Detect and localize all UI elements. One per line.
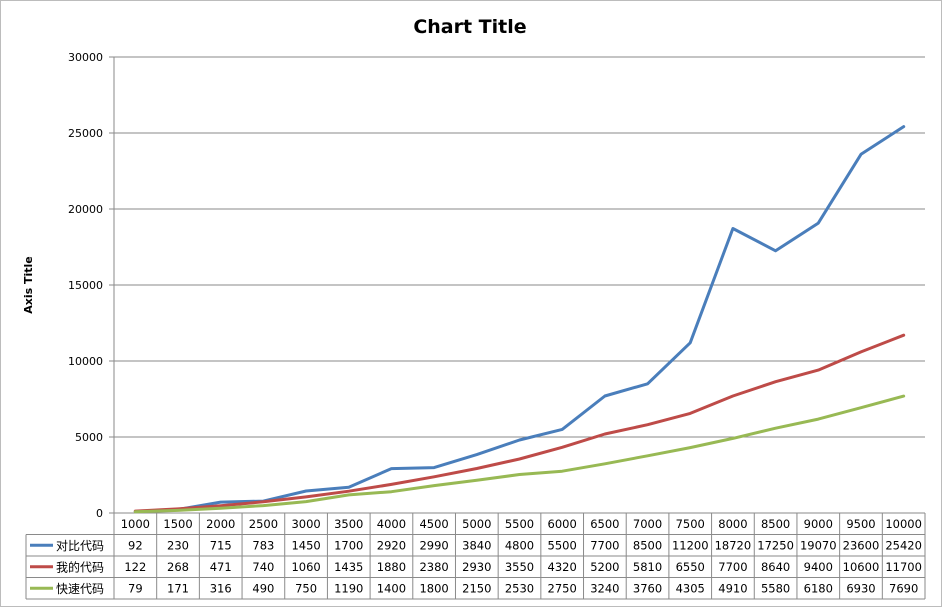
x-tick-label: 2500 <box>249 517 278 531</box>
legend-label: 快速代码 <box>56 582 104 596</box>
x-tick-label: 8500 <box>761 517 790 531</box>
chart-title: Chart Title <box>413 16 526 38</box>
x-tick-label: 7500 <box>676 517 705 531</box>
x-tick-label: 5000 <box>462 517 491 531</box>
data-label: 2930 <box>462 560 491 574</box>
data-label: 5200 <box>590 560 619 574</box>
y-axis-ticks: 0 5000 10000 15000 20000 25000 30000 <box>68 51 103 520</box>
data-label: 11200 <box>672 538 709 552</box>
series-line <box>133 333 906 513</box>
data-label: 1700 <box>334 538 363 552</box>
data-label: 6180 <box>804 581 833 595</box>
x-tick-label: 6500 <box>590 517 619 531</box>
data-label: 2150 <box>462 581 491 595</box>
y-tick-label: 15000 <box>68 279 103 292</box>
data-label: 4305 <box>676 581 705 595</box>
data-label: 4800 <box>505 538 534 552</box>
y-tick-label: 30000 <box>68 51 103 64</box>
data-label: 2530 <box>505 581 534 595</box>
data-label: 783 <box>252 538 274 552</box>
data-label: 715 <box>210 538 232 552</box>
x-tick-label: 10000 <box>885 517 922 531</box>
data-label: 9400 <box>804 560 833 574</box>
data-label: 5580 <box>761 581 790 595</box>
data-label: 5810 <box>633 560 662 574</box>
y-axis-title: Axis Title <box>22 256 35 314</box>
legend-label: 对比代码 <box>56 539 104 553</box>
data-label: 6550 <box>676 560 705 574</box>
data-label: 92 <box>128 538 143 552</box>
data-label: 1880 <box>377 560 406 574</box>
data-label: 79 <box>128 581 143 595</box>
data-label: 4910 <box>718 581 747 595</box>
data-label: 7700 <box>718 560 747 574</box>
gridlines <box>109 56 925 514</box>
data-label: 8640 <box>761 560 790 574</box>
data-label: 18720 <box>715 538 752 552</box>
data-label: 6930 <box>846 581 875 595</box>
data-label: 4320 <box>548 560 577 574</box>
x-tick-label: 9500 <box>846 517 875 531</box>
data-label: 268 <box>167 560 189 574</box>
data-label: 1450 <box>291 538 320 552</box>
data-label: 3240 <box>590 581 619 595</box>
data-label: 2750 <box>548 581 577 595</box>
x-tick-label: 3000 <box>291 517 320 531</box>
y-tick-label: 10000 <box>68 355 103 368</box>
data-label: 230 <box>167 538 189 552</box>
x-tick-label: 4500 <box>419 517 448 531</box>
data-label: 490 <box>252 581 274 595</box>
data-label: 19070 <box>800 538 837 552</box>
x-tick-label: 1500 <box>163 517 192 531</box>
series-line <box>133 394 906 514</box>
x-tick-label: 5500 <box>505 517 534 531</box>
data-label: 25420 <box>885 538 922 552</box>
x-tick-label: 9000 <box>804 517 833 531</box>
data-label: 2380 <box>419 560 448 574</box>
data-label: 7700 <box>590 538 619 552</box>
data-label: 17250 <box>757 538 794 552</box>
y-tick-label: 20000 <box>68 203 103 216</box>
data-label: 171 <box>167 581 189 595</box>
data-label: 10600 <box>843 560 880 574</box>
data-label: 2990 <box>419 538 448 552</box>
y-tick-label: 5000 <box>75 431 103 444</box>
x-tick-label: 3500 <box>334 517 363 531</box>
data-label: 8500 <box>633 538 662 552</box>
x-tick-label: 1000 <box>121 517 150 531</box>
data-label: 316 <box>210 581 232 595</box>
data-label: 7690 <box>889 581 918 595</box>
x-tick-label: 4000 <box>377 517 406 531</box>
x-tick-label: 6000 <box>548 517 577 531</box>
data-table: 1000 1500 2000 2500 3000 3500 4000 4500 5000 5500… <box>25 512 926 600</box>
y-tick-label: 0 <box>96 507 103 520</box>
data-label: 11700 <box>885 560 922 574</box>
x-tick-label: 2000 <box>206 517 235 531</box>
data-label: 740 <box>252 560 274 574</box>
data-label: 1060 <box>291 560 320 574</box>
data-label: 1435 <box>334 560 363 574</box>
data-label: 1400 <box>377 581 406 595</box>
data-label: 5500 <box>548 538 577 552</box>
x-tick-label: 8000 <box>718 517 747 531</box>
data-label: 2920 <box>377 538 406 552</box>
data-label: 3840 <box>462 538 491 552</box>
series-lines <box>133 125 906 514</box>
data-label: 23600 <box>843 538 880 552</box>
data-label: 1190 <box>334 581 363 595</box>
data-label: 3760 <box>633 581 662 595</box>
data-label: 1800 <box>419 581 448 595</box>
data-label: 750 <box>295 581 317 595</box>
data-label: 122 <box>124 560 146 574</box>
data-label: 471 <box>210 560 232 574</box>
x-tick-label: 7000 <box>633 517 662 531</box>
y-tick-label: 25000 <box>68 127 103 140</box>
data-label: 3550 <box>505 560 534 574</box>
legend-label: 我的代码 <box>56 559 104 574</box>
